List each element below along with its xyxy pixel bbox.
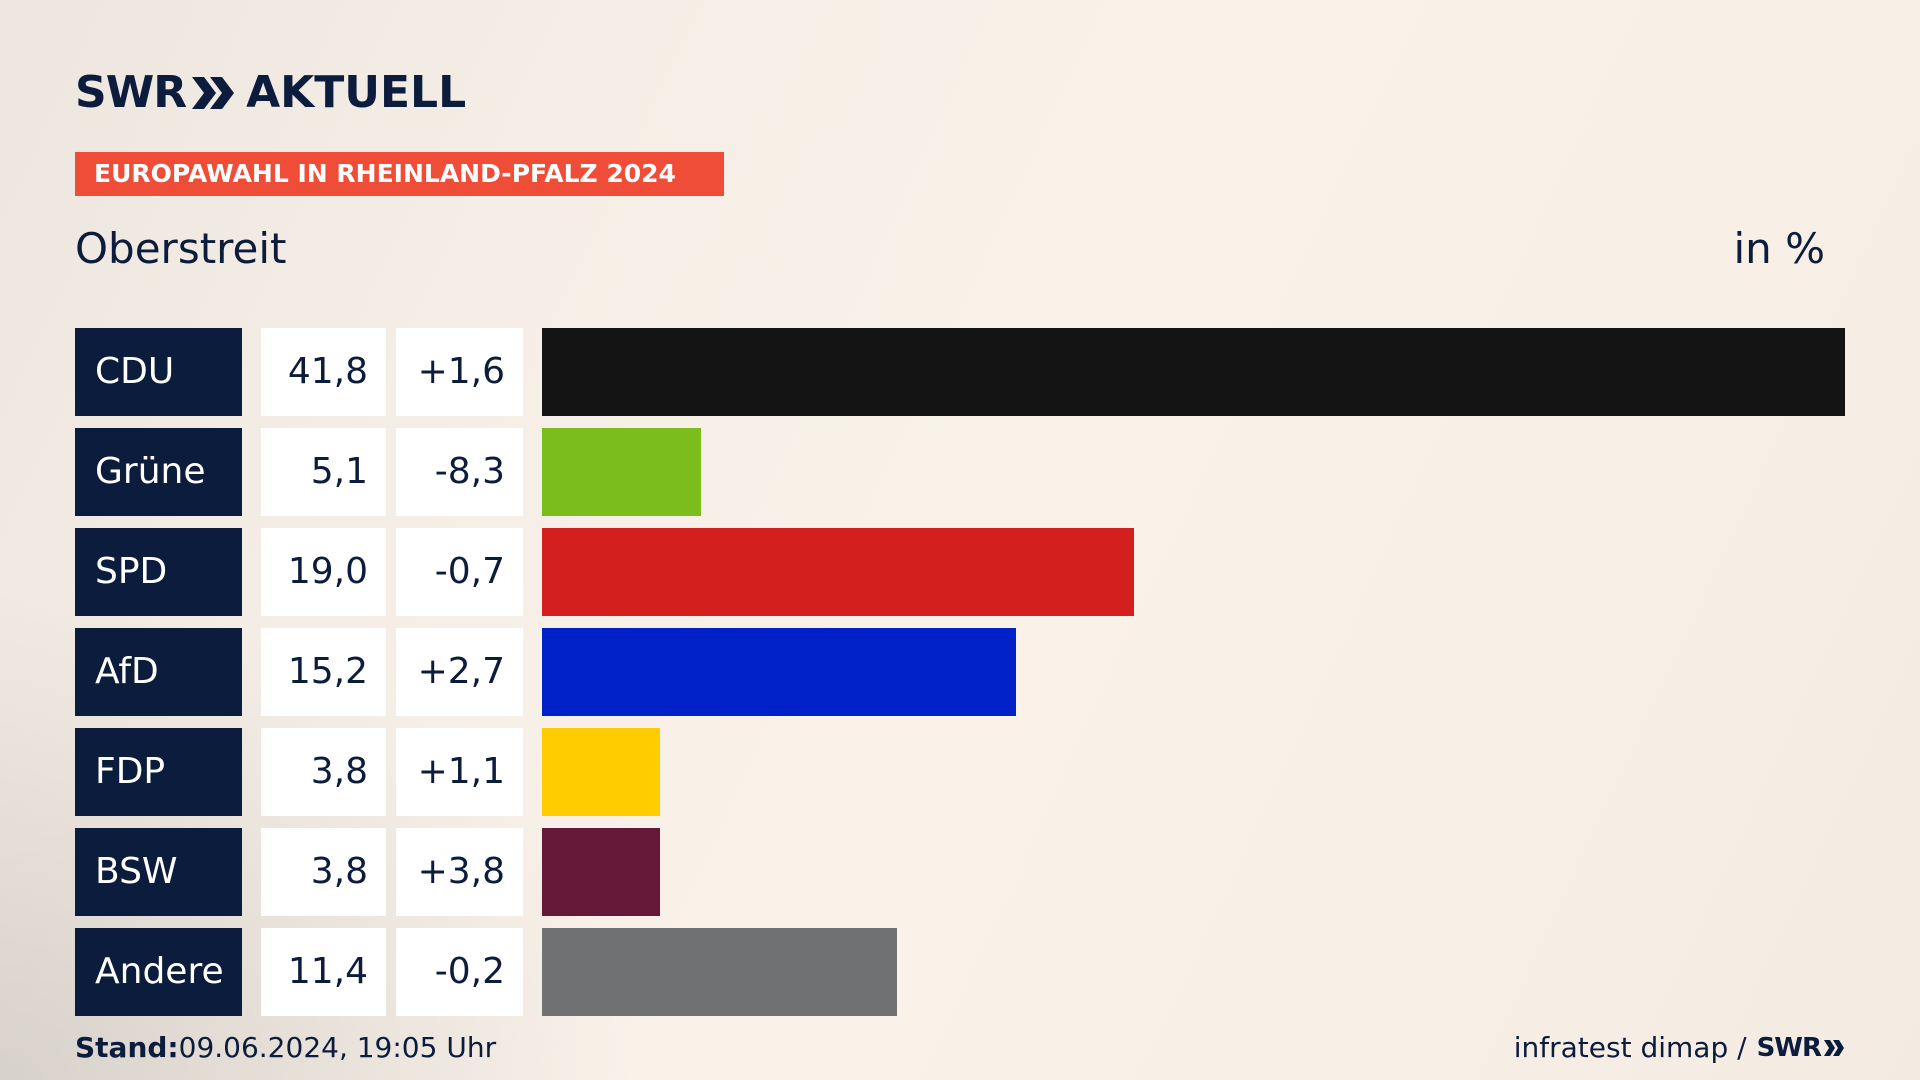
change-label: +3,8 [396,828,523,916]
result-row: SPD 19,0 -0,7 [75,528,1845,616]
party-label: SPD [75,528,242,616]
stand-label: Stand: [75,1031,179,1064]
change-label: +2,7 [396,628,523,716]
bar-track [542,628,1845,716]
party-label: Andere [75,928,242,1016]
bar-track [542,528,1845,616]
stand-value: 09.06.2024, 19:05 Uhr [178,1031,497,1064]
unit-label: in % [1733,224,1825,273]
election-banner: EUROPAWAHL IN RHEINLAND-PFALZ 2024 [75,152,724,196]
change-label: +1,1 [396,728,523,816]
party-label: CDU [75,328,242,416]
result-bar [542,628,1016,716]
bar-track [542,728,1845,816]
bar-track [542,428,1845,516]
vote-share-label: 15,2 [261,628,386,716]
result-row: FDP 3,8 +1,1 [75,728,1845,816]
result-row: BSW 3,8 +3,8 [75,828,1845,916]
swr-aktuell-logo: SWR AKTUELL [75,66,466,120]
result-bar [542,528,1134,616]
timestamp: Stand:09.06.2024, 19:05 Uhr [75,1030,496,1066]
source-credit: infratest dimap / SWR [1514,1030,1845,1066]
result-bar [542,928,897,1016]
vote-share-label: 19,0 [261,528,386,616]
source-text: infratest dimap / [1513,1031,1747,1064]
logo-aktuell-text: AKTUELL [246,67,467,118]
result-row: Grüne 5,1 -8,3 [75,428,1845,516]
bar-track [542,828,1845,916]
logo-swr-text: SWR [75,67,187,118]
party-label: Grüne [75,428,242,516]
result-bar [542,728,660,816]
double-chevron-icon [192,77,235,109]
vote-share-label: 11,4 [261,928,386,1016]
bar-track [542,928,1845,1016]
footer-chevron-icon [1824,1040,1844,1056]
result-row: Andere 11,4 -0,2 [75,928,1845,1016]
change-label: -0,7 [396,528,523,616]
result-bar [542,328,1845,416]
bar-track [542,328,1845,416]
party-label: FDP [75,728,242,816]
party-label: BSW [75,828,242,916]
result-bar [542,428,701,516]
result-row: CDU 41,8 +1,6 [75,328,1845,416]
footer-swr-text: SWR [1756,1033,1822,1063]
change-label: -8,3 [396,428,523,516]
result-bar [542,828,660,916]
vote-share-label: 41,8 [261,328,386,416]
place-title: Oberstreit [75,224,287,273]
vote-share-label: 5,1 [261,428,386,516]
result-row: AfD 15,2 +2,7 [75,628,1845,716]
change-label: -0,2 [396,928,523,1016]
party-label: AfD [75,628,242,716]
vote-share-label: 3,8 [261,728,386,816]
vote-share-label: 3,8 [261,828,386,916]
change-label: +1,6 [396,328,523,416]
